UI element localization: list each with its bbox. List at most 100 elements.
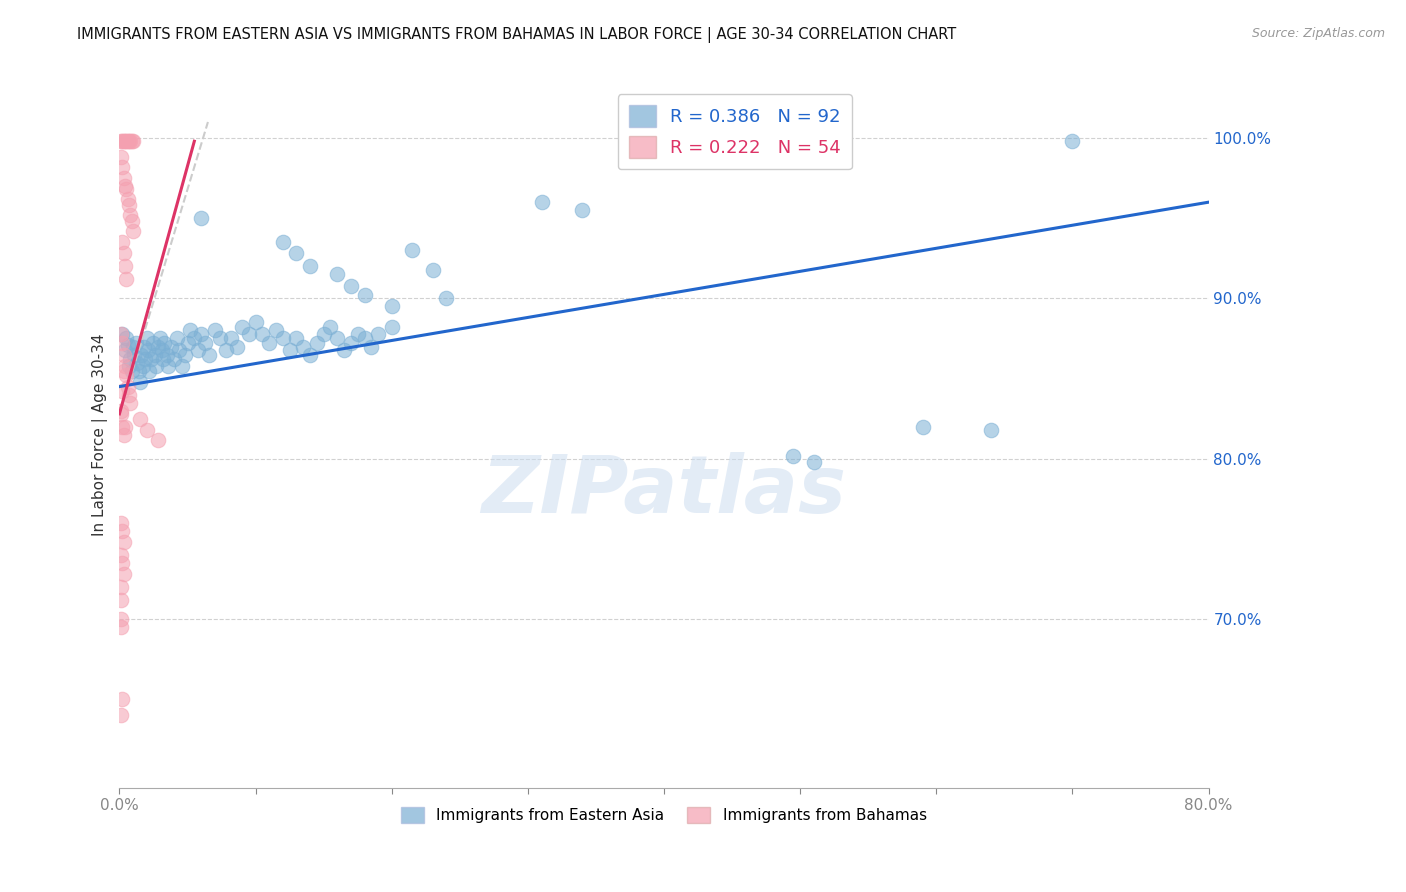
Point	[782, 449, 804, 463]
Point	[252, 326, 274, 341]
Point	[238, 326, 260, 341]
Point	[278, 343, 301, 357]
Point	[299, 347, 322, 361]
Point	[138, 363, 160, 377]
Point	[173, 347, 195, 361]
Point	[214, 343, 236, 357]
Point	[434, 292, 457, 306]
Point	[163, 352, 186, 367]
Point	[340, 278, 363, 293]
Point	[131, 359, 153, 373]
Point	[204, 323, 226, 337]
Point	[111, 524, 134, 538]
Point	[118, 359, 141, 373]
Point	[125, 336, 148, 351]
Point	[122, 224, 145, 238]
Point	[166, 331, 188, 345]
Point	[264, 323, 287, 337]
Point	[120, 208, 142, 222]
Point	[326, 331, 349, 345]
Point	[111, 419, 134, 434]
Point	[111, 235, 134, 250]
Legend: Immigrants from Eastern Asia, Immigrants from Bahamas: Immigrants from Eastern Asia, Immigrants…	[395, 801, 932, 830]
Point	[110, 593, 132, 607]
Point	[803, 455, 825, 469]
Point	[271, 331, 294, 345]
Point	[128, 411, 150, 425]
Point	[219, 331, 242, 345]
Point	[285, 331, 308, 345]
Point	[117, 192, 139, 206]
Point	[143, 347, 166, 361]
Point	[225, 339, 247, 353]
Point	[530, 195, 553, 210]
Point	[110, 326, 132, 341]
Point	[120, 134, 142, 148]
Point	[150, 343, 173, 357]
Point	[115, 368, 138, 383]
Point	[292, 339, 315, 353]
Point	[110, 612, 132, 626]
Point	[112, 363, 135, 377]
Point	[114, 179, 136, 194]
Point	[111, 160, 134, 174]
Point	[110, 708, 132, 723]
Point	[156, 347, 179, 361]
Point	[198, 347, 221, 361]
Point	[149, 331, 172, 345]
Point	[183, 331, 205, 345]
Point	[179, 323, 201, 337]
Point	[112, 171, 135, 186]
Point	[118, 387, 141, 401]
Point	[187, 343, 209, 357]
Point	[118, 134, 141, 148]
Point	[135, 423, 157, 437]
Point	[134, 352, 156, 367]
Point	[127, 355, 149, 369]
Point	[135, 331, 157, 345]
Point	[110, 516, 132, 530]
Point	[626, 134, 648, 148]
Point	[146, 339, 169, 353]
Point	[312, 326, 335, 341]
Point	[340, 336, 363, 351]
Point	[693, 139, 716, 153]
Point	[118, 198, 141, 212]
Point	[111, 384, 134, 399]
Point	[124, 347, 146, 361]
Point	[139, 352, 162, 367]
Point	[170, 359, 193, 373]
Point	[142, 336, 165, 351]
Point	[153, 336, 176, 351]
Point	[176, 336, 198, 351]
Point	[110, 548, 132, 562]
Point	[114, 260, 136, 274]
Point	[305, 336, 328, 351]
Point	[353, 331, 375, 345]
Point	[128, 363, 150, 377]
Point	[114, 359, 136, 373]
Point	[381, 320, 404, 334]
Point	[121, 214, 143, 228]
Point	[911, 419, 934, 434]
Point	[209, 331, 232, 345]
Point	[271, 235, 294, 250]
Point	[381, 300, 404, 314]
Point	[1062, 134, 1084, 148]
Point	[117, 134, 139, 148]
Point	[112, 427, 135, 442]
Point	[190, 211, 212, 226]
Text: ZIPatlas: ZIPatlas	[481, 452, 846, 530]
Point	[194, 336, 217, 351]
Point	[353, 288, 375, 302]
Point	[111, 336, 134, 351]
Point	[333, 343, 356, 357]
Point	[111, 692, 134, 706]
Point	[111, 556, 134, 570]
Point	[360, 339, 382, 353]
Point	[190, 326, 212, 341]
Point	[110, 403, 132, 417]
Point	[114, 419, 136, 434]
Point	[112, 347, 135, 361]
Point	[120, 395, 142, 409]
